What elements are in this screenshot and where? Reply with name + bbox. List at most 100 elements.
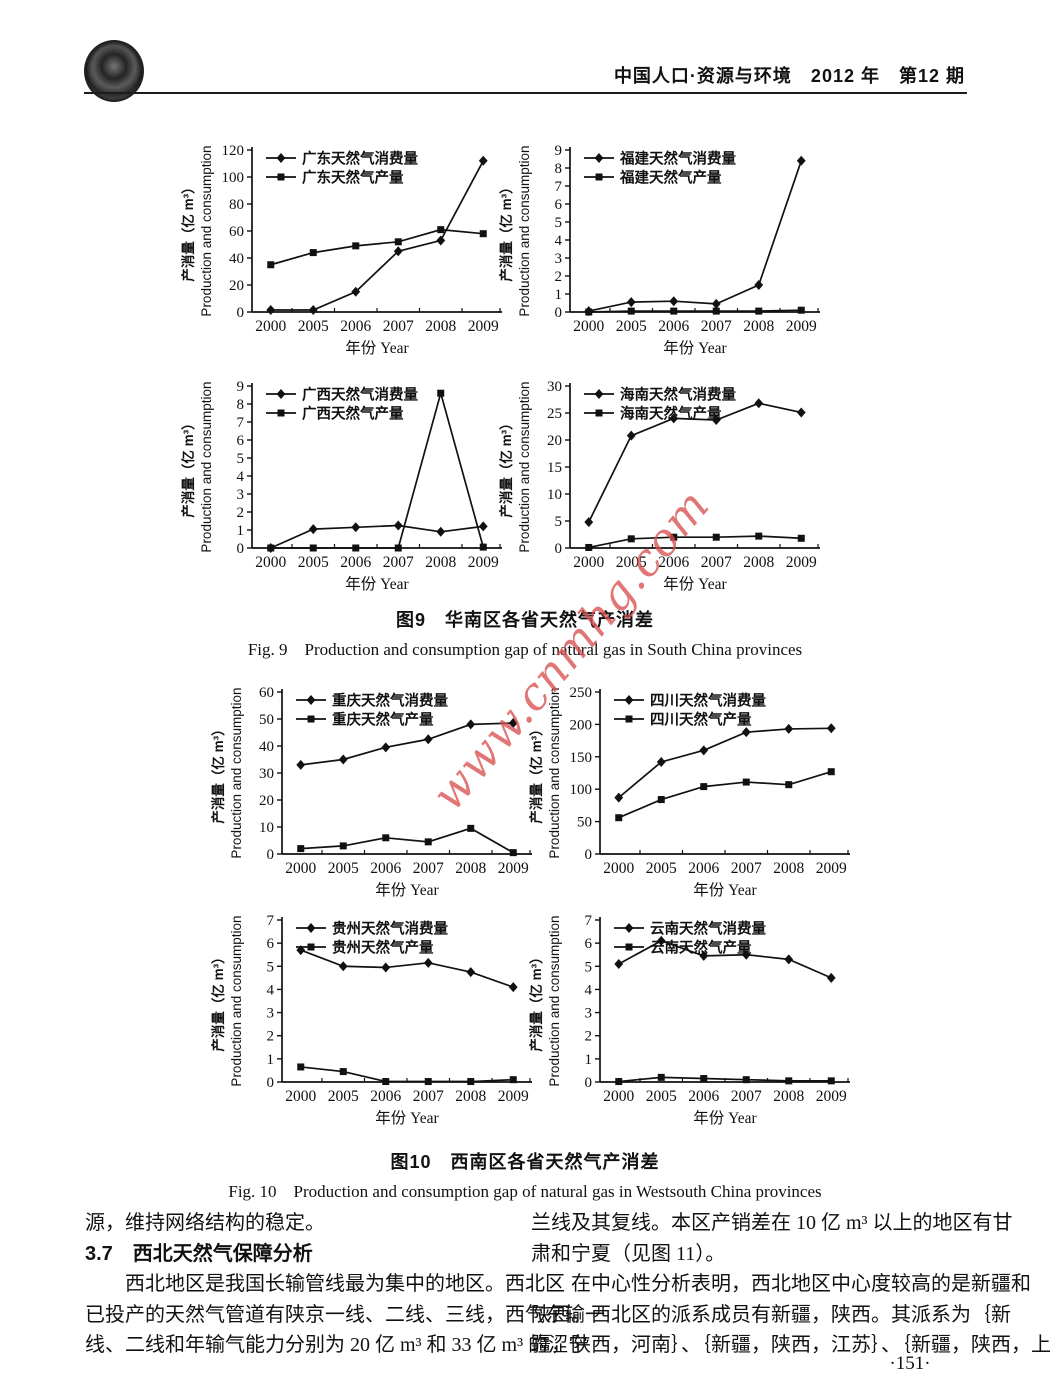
svg-text:2006: 2006 (688, 1088, 719, 1105)
svg-text:产消量（亿 m³）: 产消量（亿 m³） (210, 950, 226, 1051)
svg-text:7: 7 (585, 913, 593, 929)
svg-text:25: 25 (547, 406, 562, 422)
svg-text:1: 1 (237, 523, 245, 539)
svg-text:年份 Year: 年份 Year (345, 339, 409, 357)
svg-text:8: 8 (237, 397, 245, 413)
svg-text:2009: 2009 (816, 1088, 847, 1105)
page-number: ·151· (889, 1353, 931, 1374)
svg-text:2005: 2005 (298, 554, 329, 571)
svg-text:5: 5 (555, 514, 563, 530)
svg-text:四川天然气消费量: 四川天然气消费量 (650, 692, 766, 710)
svg-text:2005: 2005 (328, 1088, 359, 1105)
svg-text:2006: 2006 (658, 554, 689, 571)
svg-text:云南天然气消费量: 云南天然气消费量 (650, 920, 766, 938)
section-heading-3-7: 3.7 西北天然气保障分析 (85, 1242, 313, 1265)
svg-text:年份 Year: 年份 Year (663, 339, 727, 357)
body-right-column: 兰线及其复线。本区产销差在 10 亿 m³ 以上的地区有甘 肃和宁夏（见图 11… (531, 1208, 1050, 1361)
svg-text:2: 2 (267, 1029, 275, 1045)
svg-text:7: 7 (555, 179, 563, 195)
svg-text:2008: 2008 (455, 1088, 486, 1105)
svg-text:2007: 2007 (413, 1088, 444, 1105)
svg-text:3: 3 (237, 487, 245, 503)
svg-text:50: 50 (259, 712, 274, 728)
svg-text:0: 0 (555, 541, 563, 557)
svg-text:2005: 2005 (646, 860, 677, 877)
svg-text:2005: 2005 (616, 554, 647, 571)
body-line: 兰线及其复线。本区产销差在 10 亿 m³ 以上的地区有甘 (531, 1212, 1013, 1234)
svg-text:2009: 2009 (498, 1088, 529, 1105)
svg-text:2009: 2009 (468, 318, 499, 335)
svg-text:年份 Year: 年份 Year (345, 575, 409, 593)
body-line: 源，维持网络结构的稳定。 (85, 1212, 325, 1234)
svg-text:6: 6 (237, 433, 245, 449)
svg-text:10: 10 (259, 820, 274, 836)
svg-text:20: 20 (229, 278, 244, 294)
svg-text:重庆天然气消费量: 重庆天然气消费量 (332, 692, 448, 710)
svg-text:年份 Year: 年份 Year (693, 1109, 757, 1127)
svg-text:福建天然气消费量: 福建天然气消费量 (619, 150, 736, 168)
svg-text:海南天然气消费量: 海南天然气消费量 (620, 386, 736, 404)
chart-guangxi-gas: 0 1 2 3 4 5 6 7 8 9 2000 2005 2006 2007 2008 2009 年份 Yea… (180, 374, 510, 602)
svg-text:Production and consumption: Production and consumption (199, 145, 214, 316)
svg-text:2007: 2007 (383, 318, 414, 335)
svg-text:云南天然气产量: 云南天然气产量 (650, 939, 752, 957)
svg-text:8: 8 (555, 161, 563, 177)
svg-text:产消量（亿 m³）: 产消量（亿 m³） (498, 416, 514, 517)
body-line: 西北地区是我国长输管线最为集中的地区。西北区 (125, 1273, 565, 1295)
svg-text:100: 100 (222, 170, 245, 186)
svg-text:60: 60 (229, 224, 244, 240)
svg-text:1: 1 (555, 287, 563, 303)
chart-sichuan-gas: 0 50 100 150 200 250 2000 2005 2006 2007 2008 2009 年… (528, 680, 858, 908)
svg-text:2008: 2008 (743, 554, 774, 571)
svg-text:40: 40 (259, 739, 274, 755)
svg-text:4: 4 (555, 233, 563, 249)
svg-text:120: 120 (222, 143, 245, 159)
svg-text:20: 20 (259, 793, 274, 809)
svg-text:40: 40 (229, 251, 244, 267)
body-line: 在中心性分析表明，西北地区中心度较高的是新疆和 (571, 1273, 1031, 1295)
svg-text:5: 5 (585, 959, 593, 975)
svg-text:4: 4 (267, 982, 275, 998)
svg-text:80: 80 (229, 197, 244, 213)
svg-text:2000: 2000 (573, 318, 604, 335)
svg-text:2008: 2008 (455, 860, 486, 877)
figure10-caption-en: Fig. 10 Production and consumption gap o… (228, 1182, 822, 1201)
svg-text:福建天然气产量: 福建天然气产量 (619, 169, 722, 187)
svg-text:0: 0 (267, 1075, 275, 1091)
svg-text:30: 30 (259, 766, 274, 782)
svg-text:Production and consumption: Production and consumption (199, 381, 214, 552)
svg-text:2009: 2009 (786, 554, 817, 571)
svg-text:2006: 2006 (658, 318, 689, 335)
svg-text:0: 0 (585, 847, 593, 863)
svg-text:贵州天然气产量: 贵州天然气产量 (332, 939, 434, 957)
svg-text:2007: 2007 (701, 318, 732, 335)
svg-text:50: 50 (577, 815, 592, 831)
svg-text:2007: 2007 (701, 554, 732, 571)
svg-text:6: 6 (585, 936, 593, 952)
svg-text:3: 3 (555, 251, 563, 267)
svg-text:250: 250 (570, 685, 593, 701)
svg-text:2: 2 (585, 1029, 593, 1045)
svg-text:Production and consumption: Production and consumption (229, 687, 244, 858)
svg-text:年份 Year: 年份 Year (663, 575, 727, 593)
svg-text:5: 5 (267, 959, 275, 975)
svg-text:0: 0 (237, 541, 245, 557)
svg-text:2005: 2005 (328, 860, 359, 877)
svg-text:四川天然气产量: 四川天然气产量 (650, 711, 752, 729)
chart-guangdong-gas: 0 20 40 60 80 100 120 2000 2005 2006 2007 2008 2009 年… (180, 138, 510, 366)
svg-text:2007: 2007 (731, 1088, 762, 1105)
body-line: 疆，陕西，河南｝、｛新疆，陕西，江苏｝、｛新疆，陕西，上 (531, 1334, 1050, 1356)
svg-text:Production and consumption: Production and consumption (229, 915, 244, 1086)
figure10-caption: 图10 西南区各省天然气产消差 Fig. 10 Production and c… (85, 1148, 965, 1202)
chart-hainan-gas: 0 5 10 15 20 25 30 2000 2005 2006 2007 2008 2009 年份 Y… (498, 374, 828, 602)
svg-text:2: 2 (237, 505, 245, 521)
svg-text:60: 60 (259, 685, 274, 701)
svg-text:2009: 2009 (786, 318, 817, 335)
svg-text:20: 20 (547, 433, 562, 449)
svg-text:2009: 2009 (816, 860, 847, 877)
svg-text:0: 0 (555, 305, 563, 321)
svg-text:海南天然气产量: 海南天然气产量 (620, 405, 722, 423)
svg-text:2007: 2007 (413, 860, 444, 877)
svg-text:年份 Year: 年份 Year (693, 881, 757, 899)
